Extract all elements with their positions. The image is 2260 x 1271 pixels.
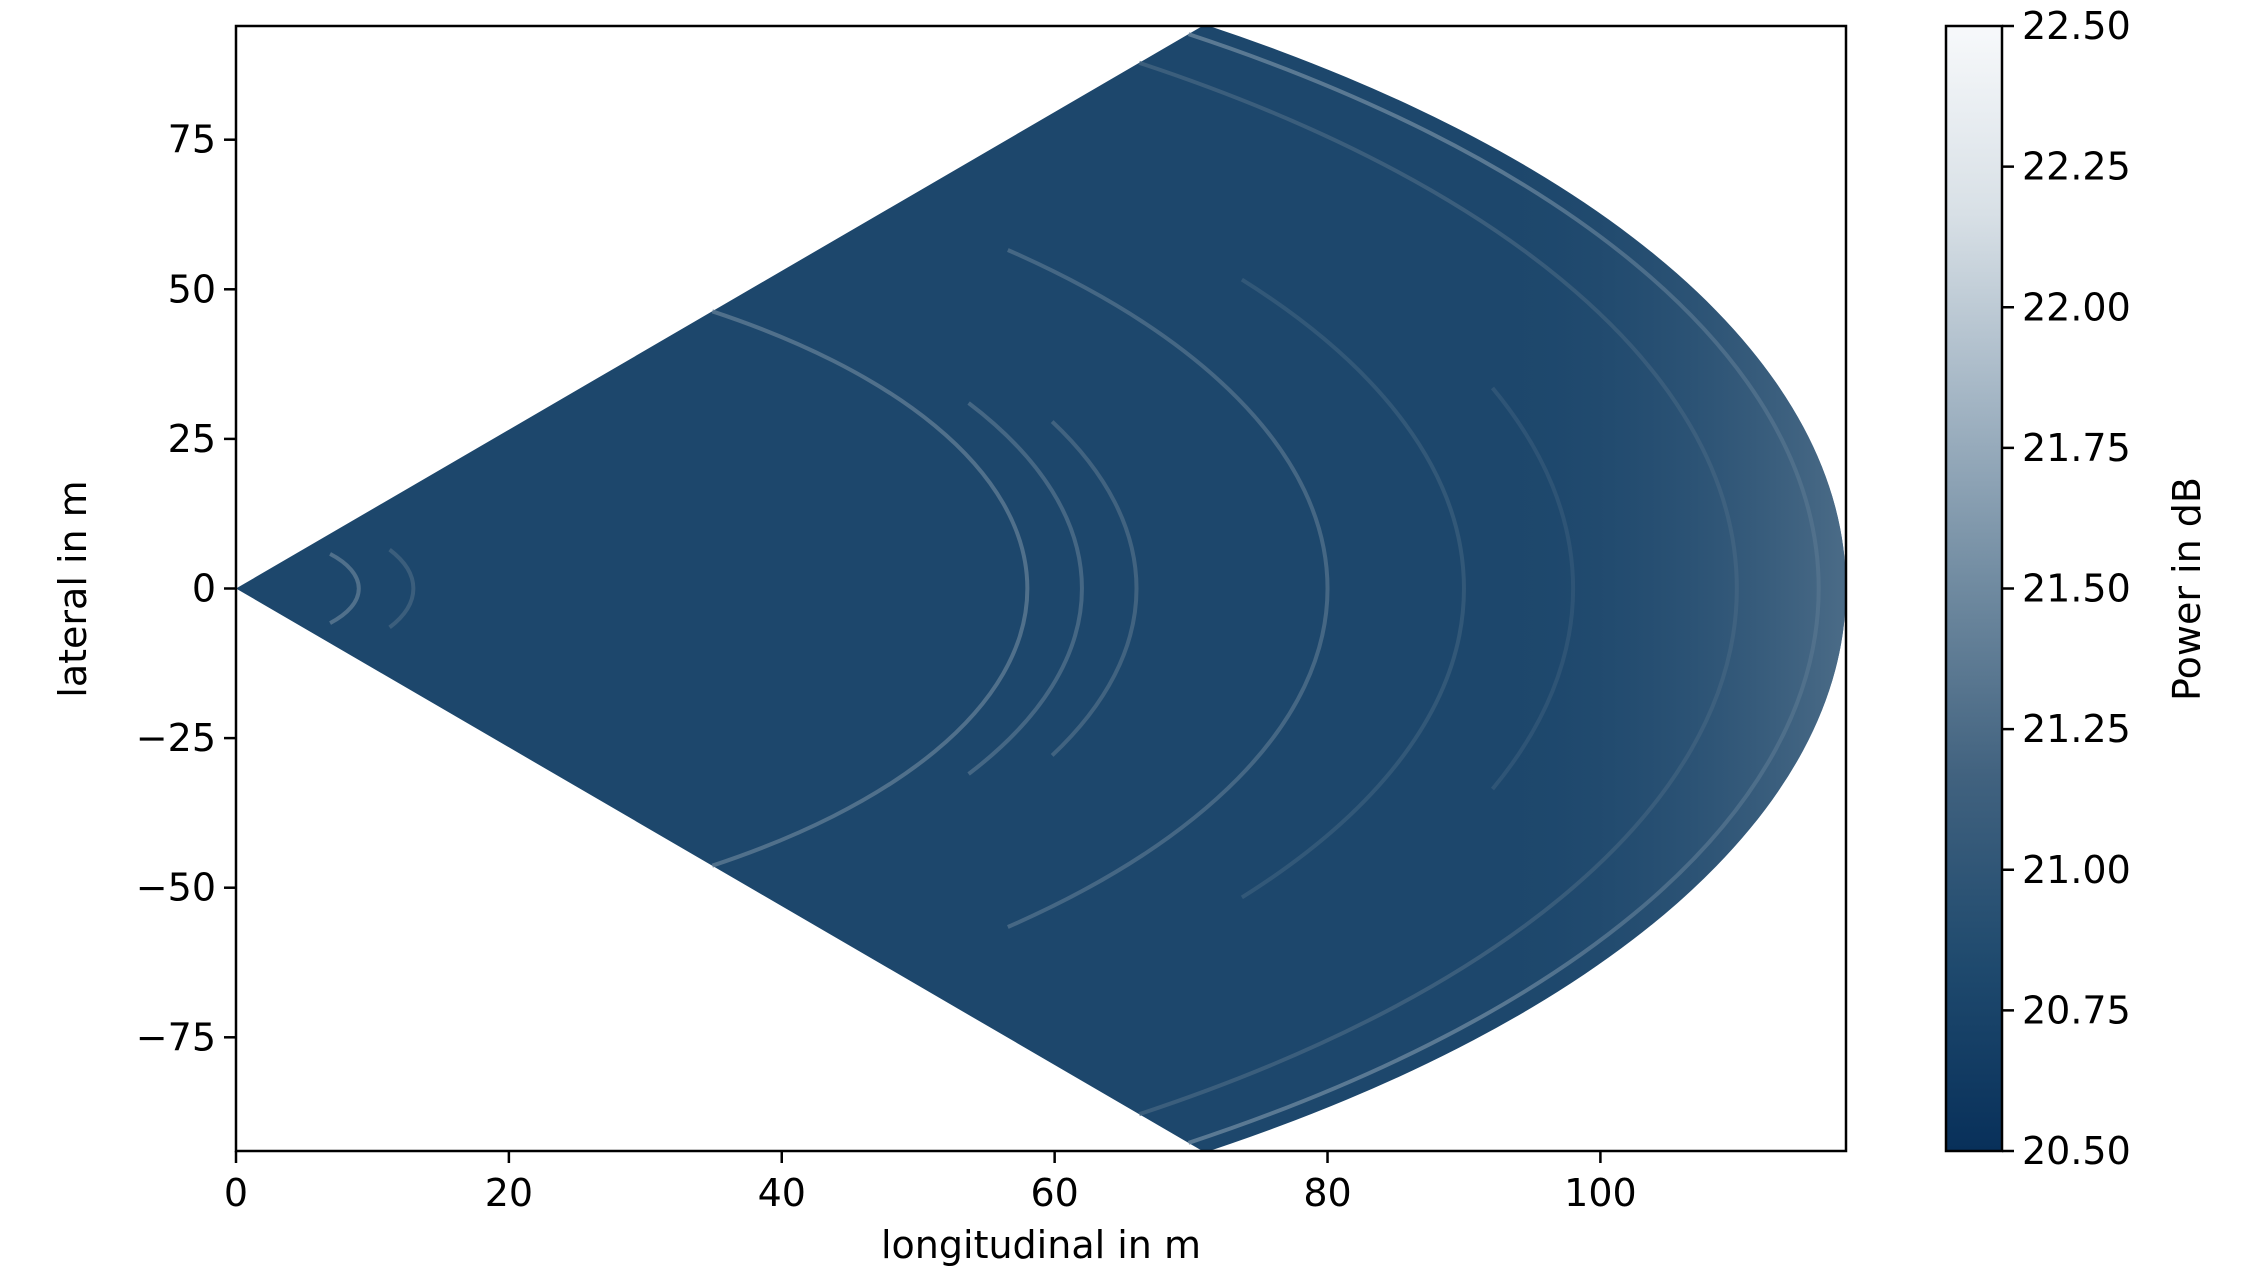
x-axis-label: longitudinal in m [881,1223,1201,1267]
y-tick-label: 25 [168,417,216,461]
x-tick-label: 0 [224,1171,248,1215]
colorbar-tick-label: 22.00 [2022,285,2131,329]
y-tick-label: −75 [136,1015,216,1059]
colorbar: 22.50 22.25 22.00 21.75 21.50 21.25 21.00 20.75… [1944,4,2209,1173]
colorbar-tick-label: 21.00 [2022,848,2131,892]
colorbar-tick-label: 21.50 [2022,567,2131,611]
x-tick-label: 20 [485,1171,533,1215]
colorbar-tick-label: 22.25 [2022,145,2131,189]
colorbar-scale [1944,24,2004,1153]
y-tick-label: 50 [168,267,216,311]
y-tick-label: −50 [136,866,216,910]
y-axis: 75 50 25 0 −25 −50 −75 [136,118,236,1059]
y-tick-label: −25 [136,716,216,760]
x-axis: 0 20 40 60 80 100 [224,1151,1637,1215]
colorbar-tick-label: 21.75 [2022,426,2131,470]
colorbar-tick-label: 20.75 [2022,988,2131,1032]
sector-edge-fade [236,26,1846,1151]
x-tick-label: 100 [1564,1171,1637,1215]
x-tick-label: 80 [1303,1171,1351,1215]
y-axis-label: lateral in m [51,480,95,697]
colorbar-tick-label: 20.50 [2022,1129,2131,1173]
y-tick-label: 0 [192,567,216,611]
x-tick-label: 60 [1030,1171,1078,1215]
colorbar-ticks: 22.50 22.25 22.00 21.75 21.50 21.25 21.00 20.75… [2002,4,2131,1173]
plot-area [236,26,1846,1151]
colorbar-tick-label: 22.50 [2022,4,2131,48]
y-tick-label: 75 [168,118,216,162]
x-tick-label: 40 [758,1171,806,1215]
colorbar-tick-label: 21.25 [2022,707,2131,751]
colorbar-label: Power in dB [2165,477,2209,701]
